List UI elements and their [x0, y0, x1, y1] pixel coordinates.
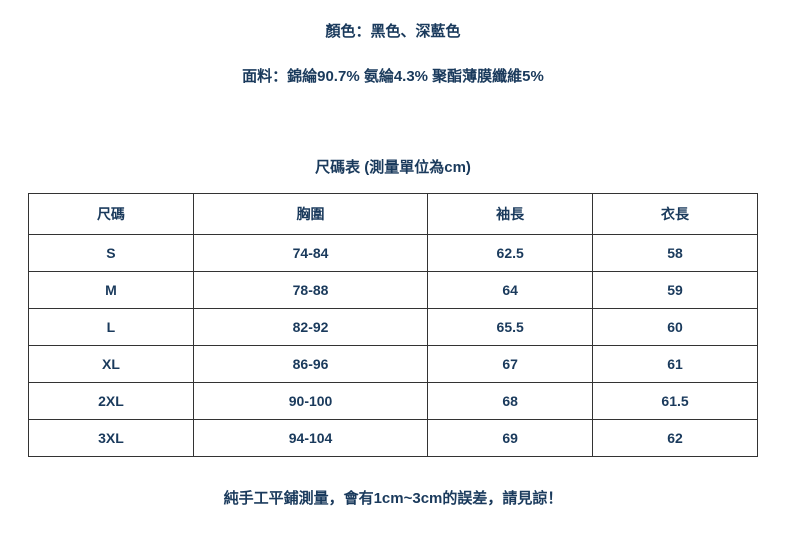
cell-size: XL [29, 346, 194, 383]
table-row: 2XL 90-100 68 61.5 [29, 383, 758, 420]
measurement-note: 純手工平鋪測量，會有1cm~3cm的誤差，請見諒！ [28, 487, 758, 508]
cell-sleeve: 64 [428, 272, 593, 309]
cell-chest: 74-84 [193, 235, 427, 272]
cell-chest: 78-88 [193, 272, 427, 309]
table-row: S 74-84 62.5 58 [29, 235, 758, 272]
table-row: 3XL 94-104 69 62 [29, 420, 758, 457]
col-header-sleeve: 袖長 [428, 194, 593, 235]
cell-size: 3XL [29, 420, 194, 457]
cell-length: 61.5 [593, 383, 758, 420]
cell-length: 58 [593, 235, 758, 272]
size-table-title: 尺碼表 (測量單位為cm) [28, 156, 758, 177]
col-header-chest: 胸圍 [193, 194, 427, 235]
size-table: 尺碼 胸圍 袖長 衣長 S 74-84 62.5 58 M 78-88 64 5… [28, 193, 758, 457]
fabric-info: 面料：錦綸90.7% 氨綸4.3% 聚酯薄膜纖維5% [28, 65, 758, 86]
cell-chest: 90-100 [193, 383, 427, 420]
cell-chest: 86-96 [193, 346, 427, 383]
cell-size: S [29, 235, 194, 272]
cell-sleeve: 68 [428, 383, 593, 420]
col-header-length: 衣長 [593, 194, 758, 235]
cell-size: M [29, 272, 194, 309]
cell-chest: 82-92 [193, 309, 427, 346]
cell-sleeve: 65.5 [428, 309, 593, 346]
cell-sleeve: 69 [428, 420, 593, 457]
cell-size: L [29, 309, 194, 346]
cell-sleeve: 67 [428, 346, 593, 383]
cell-size: 2XL [29, 383, 194, 420]
cell-length: 60 [593, 309, 758, 346]
table-row: XL 86-96 67 61 [29, 346, 758, 383]
table-row: L 82-92 65.5 60 [29, 309, 758, 346]
color-info: 顏色：黑色、深藍色 [28, 20, 758, 41]
col-header-size: 尺碼 [29, 194, 194, 235]
table-header-row: 尺碼 胸圍 袖長 衣長 [29, 194, 758, 235]
cell-length: 62 [593, 420, 758, 457]
cell-sleeve: 62.5 [428, 235, 593, 272]
table-row: M 78-88 64 59 [29, 272, 758, 309]
cell-length: 61 [593, 346, 758, 383]
cell-chest: 94-104 [193, 420, 427, 457]
cell-length: 59 [593, 272, 758, 309]
